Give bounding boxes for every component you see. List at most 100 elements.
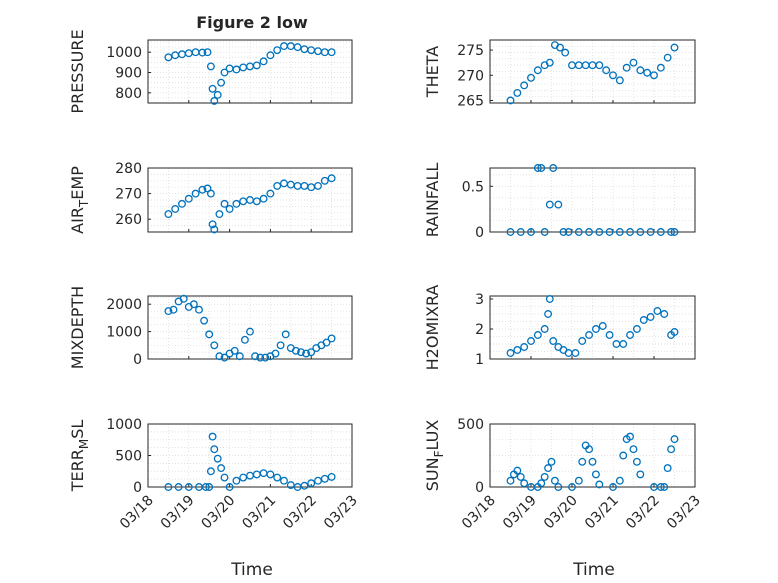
- data-point: [206, 189, 215, 198]
- data-point: [191, 189, 200, 198]
- data-point: [615, 476, 624, 485]
- data-point: [537, 164, 546, 172]
- data-point: [198, 48, 207, 57]
- data-point: [585, 445, 594, 454]
- data-point: [314, 47, 322, 56]
- y-axis-label: THETA: [423, 46, 442, 98]
- data-point: [636, 470, 645, 479]
- data-point: [585, 331, 594, 339]
- data-point: [632, 325, 641, 333]
- data-point: [220, 473, 229, 482]
- data-point: [516, 472, 525, 481]
- data-point: [240, 335, 249, 344]
- data-point: [239, 473, 248, 482]
- data-point: [259, 57, 268, 66]
- figure-title: Figure 2 low: [196, 13, 308, 32]
- y-axis-label: RAINFALL: [423, 163, 442, 238]
- data-point: [533, 331, 542, 339]
- data-point: [246, 327, 254, 336]
- data-point: [300, 181, 309, 190]
- data-point: [220, 68, 229, 77]
- data-point: [656, 483, 665, 491]
- y-tick-label: 2: [475, 322, 484, 338]
- data-point: [544, 310, 553, 318]
- data-point: [164, 210, 173, 219]
- data-point: [656, 63, 665, 72]
- data-point: [653, 307, 662, 315]
- y-tick-label: 270: [457, 68, 484, 84]
- data-point: [550, 476, 559, 485]
- x-tick-label: 03/19: [158, 493, 198, 533]
- data-point: [588, 457, 597, 466]
- data-point: [513, 88, 522, 97]
- data-point: [210, 97, 219, 105]
- data-point: [232, 65, 241, 74]
- subplot-6: 1 2 3 H2OMIXRA: [423, 285, 696, 371]
- data-point: [506, 349, 515, 357]
- data-point: [591, 470, 600, 479]
- data-point: [225, 205, 234, 213]
- data-point: [215, 210, 224, 219]
- data-point: [169, 305, 178, 314]
- data-point: [327, 48, 336, 57]
- data-point: [574, 61, 583, 70]
- data-point: [619, 451, 628, 460]
- data-point: [200, 316, 209, 325]
- data-point: [327, 334, 336, 343]
- x-tick-label: 03/21: [582, 493, 622, 533]
- y-axis-label: H2OMIXRA: [423, 285, 442, 371]
- y-tick-label: 1: [475, 352, 484, 368]
- data-point: [554, 483, 563, 491]
- data-point: [527, 228, 535, 236]
- data-point: [629, 445, 638, 454]
- data-point: [266, 189, 275, 198]
- data-point: [210, 225, 219, 234]
- data-point: [598, 322, 607, 330]
- data-point: [626, 432, 635, 441]
- data-point: [281, 330, 290, 339]
- data-point: [540, 228, 549, 236]
- data-point: [626, 331, 635, 339]
- data-point: [213, 90, 222, 99]
- data-point: [559, 228, 568, 236]
- x-tick-label: 03/22: [280, 493, 320, 533]
- data-point: [578, 337, 587, 345]
- data-point: [286, 481, 295, 490]
- data-point: [595, 480, 604, 489]
- x-tick-label: 03/18: [459, 493, 499, 533]
- data-point: [667, 445, 676, 454]
- data-point: [164, 307, 173, 316]
- data-point: [506, 96, 515, 105]
- x-tick-label: 03/19: [500, 493, 540, 533]
- data-point: [591, 325, 600, 333]
- data-point: [174, 483, 183, 491]
- data-point: [537, 479, 546, 488]
- y-tick-label: 500: [457, 417, 484, 433]
- y-tick-label: 3: [475, 292, 484, 308]
- x-axis-label-right: Time: [572, 560, 615, 580]
- subplot-1: 800 900 1000 PRESSURE: [68, 29, 353, 114]
- y-axis-label: TERRMSL: [68, 420, 91, 493]
- data-point: [513, 466, 522, 475]
- subplot-3: 260 270 280 AIRTEMP: [68, 161, 353, 234]
- data-point: [506, 476, 515, 485]
- data-point: [220, 199, 229, 208]
- data-point: [568, 483, 576, 491]
- data-point: [327, 472, 336, 481]
- x-axis-label-left: Time: [230, 560, 273, 580]
- data-point: [314, 476, 322, 485]
- data-point: [217, 78, 226, 87]
- data-point: [273, 181, 282, 190]
- data-point: [578, 457, 587, 466]
- data-point: [195, 305, 203, 314]
- x-tick-label: 03/18: [117, 493, 157, 533]
- data-point: [261, 353, 270, 362]
- data-point: [660, 483, 669, 491]
- data-point: [252, 197, 261, 206]
- data-point: [252, 61, 261, 70]
- data-point: [636, 66, 645, 75]
- data-point: [609, 71, 617, 80]
- axes-box: [147, 39, 353, 104]
- axes-box: [489, 423, 696, 488]
- x-tick-label: 03/20: [541, 493, 581, 533]
